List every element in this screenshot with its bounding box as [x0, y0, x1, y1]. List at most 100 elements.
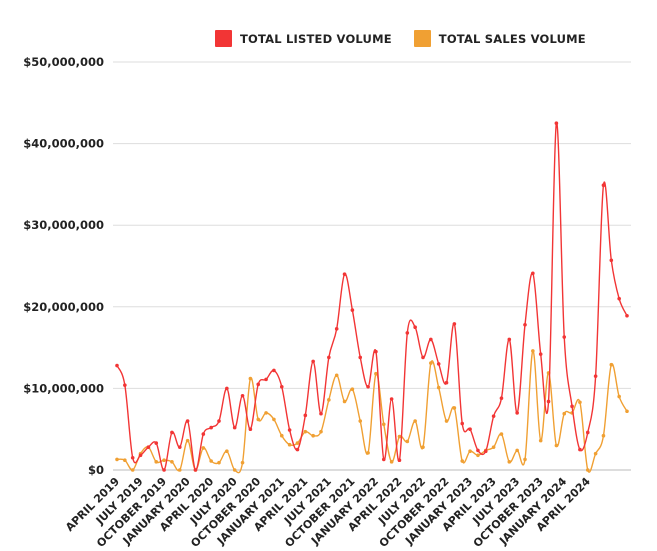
data-point-listed — [272, 368, 276, 373]
data-point-listed — [154, 441, 159, 445]
data-point-sales — [617, 394, 621, 399]
y-tick-label: $0 — [88, 463, 104, 477]
data-point-sales — [625, 409, 629, 414]
data-point-listed — [256, 382, 261, 387]
data-point-listed — [366, 384, 370, 389]
data-point-sales — [554, 443, 559, 448]
data-point-sales — [515, 448, 519, 453]
data-point-listed — [374, 349, 378, 354]
data-point-sales — [272, 417, 276, 422]
data-point-listed — [350, 308, 355, 312]
data-point-sales — [366, 451, 370, 455]
data-point-listed — [232, 425, 237, 430]
data-point-listed — [201, 432, 206, 436]
data-point-listed — [554, 121, 559, 125]
y-tick-label: $50,000,000 — [23, 55, 104, 69]
data-point-sales — [256, 417, 261, 422]
legend-label-sales: TOTAL SALES VOLUME — [438, 31, 586, 46]
data-point-listed — [295, 447, 300, 452]
data-point-sales — [562, 411, 567, 416]
data-point-listed — [240, 393, 245, 398]
data-point-sales — [201, 446, 206, 450]
data-point-sales — [601, 433, 606, 438]
data-point-listed — [546, 399, 551, 404]
data-point-listed — [452, 322, 457, 326]
data-point-listed — [444, 380, 449, 385]
data-point-sales — [295, 441, 300, 445]
data-point-listed — [436, 362, 441, 366]
data-point-listed — [342, 272, 347, 276]
data-point-sales — [130, 468, 135, 472]
legend-label-listed: TOTAL LISTED VOLUME — [240, 31, 392, 46]
data-point-listed — [162, 468, 166, 472]
data-point-listed — [507, 337, 512, 342]
data-point-listed — [217, 419, 221, 423]
legend-swatch-sales — [413, 30, 431, 47]
data-point-sales — [499, 432, 504, 436]
data-point-sales — [287, 442, 292, 447]
data-point-listed — [225, 386, 229, 391]
data-point-sales — [123, 458, 127, 463]
y-tick-label: $40,000,000 — [23, 137, 104, 151]
legend: TOTAL LISTED VOLUME TOTAL SALES VOLUME — [215, 30, 608, 47]
data-point-sales — [429, 361, 433, 365]
data-point-sales — [444, 419, 449, 423]
data-point-listed — [358, 355, 363, 360]
data-point-sales — [279, 433, 284, 438]
data-point-listed — [625, 313, 629, 318]
y-tick-label: $30,000,000 — [23, 218, 104, 232]
data-point-listed — [531, 271, 535, 276]
data-point-sales — [358, 419, 363, 423]
data-point-sales — [593, 451, 598, 456]
data-point-sales — [421, 445, 425, 449]
data-point-sales — [217, 460, 221, 465]
legend-item-sales: TOTAL SALES VOLUME — [413, 30, 586, 47]
data-point-sales — [436, 385, 441, 390]
data-point-listed — [130, 455, 135, 460]
data-point-listed — [593, 374, 598, 378]
data-point-listed — [483, 449, 488, 454]
data-point-sales — [578, 400, 582, 405]
data-point-listed — [515, 411, 519, 415]
data-point-listed — [562, 335, 567, 339]
data-point-listed — [209, 425, 213, 430]
data-point-sales — [585, 468, 590, 472]
data-point-listed — [311, 359, 315, 364]
data-point-sales — [531, 349, 535, 353]
data-point-sales — [334, 373, 339, 378]
data-point-listed — [578, 447, 582, 452]
data-point-listed — [177, 445, 182, 449]
data-point-listed — [381, 457, 386, 462]
data-point-listed — [491, 414, 496, 418]
data-point-sales — [209, 459, 213, 463]
data-point-sales — [232, 468, 237, 472]
data-point-listed — [585, 430, 590, 435]
data-point-listed — [279, 384, 284, 389]
data-point-sales — [177, 468, 182, 472]
data-point-sales — [225, 449, 229, 454]
data-point-sales — [476, 453, 480, 458]
data-point-listed — [397, 458, 402, 463]
data-point-sales — [327, 398, 331, 402]
data-point-listed — [538, 352, 543, 356]
data-point-listed — [146, 445, 151, 449]
data-point-sales — [405, 439, 410, 444]
data-point-sales — [389, 460, 394, 464]
data-point-listed — [570, 404, 574, 409]
data-point-listed — [115, 363, 119, 368]
data-point-listed — [499, 396, 504, 400]
data-point-sales — [311, 433, 315, 438]
data-point-sales — [452, 406, 457, 410]
data-point-listed — [138, 453, 143, 458]
data-point-sales — [240, 460, 245, 465]
data-point-sales — [523, 457, 527, 462]
data-point-listed — [389, 397, 394, 401]
data-point-listed — [248, 427, 253, 432]
data-point-listed — [287, 428, 292, 432]
data-point-sales — [264, 411, 268, 415]
data-point-listed — [421, 355, 425, 360]
data-point-sales — [374, 371, 378, 376]
y-tick-label: $10,000,000 — [23, 381, 104, 395]
